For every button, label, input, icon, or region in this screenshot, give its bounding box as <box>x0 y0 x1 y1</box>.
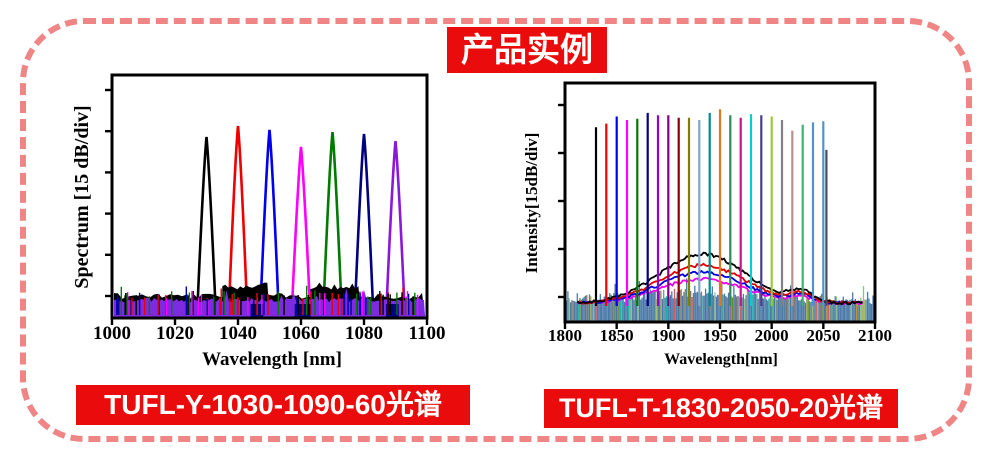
x-tick-label: 1020 <box>156 323 194 344</box>
noise-patch <box>386 304 399 317</box>
x-tick-label: 1900 <box>651 326 685 345</box>
x-tick-label: 1080 <box>345 323 383 344</box>
laser-peak <box>196 136 217 312</box>
axes-left: 1000 1020 1040 1060 1080 1100 Wavelength [nm] S… <box>71 73 446 370</box>
laser-peak <box>227 125 249 312</box>
left-plot-caption: TUFL-Y-1030-1090-60光谱 <box>76 385 470 425</box>
x-tick-label: 2050 <box>806 326 840 345</box>
y-axis-label: Intensity[15dB/div] <box>522 133 541 274</box>
x-tick-label: 2100 <box>858 326 892 345</box>
x-tick-label: 1060 <box>282 323 320 344</box>
x-tick-label: 2000 <box>755 326 789 345</box>
left-plot <box>114 125 425 317</box>
x-tick-label: 1040 <box>219 323 257 344</box>
x-tick-label: 1800 <box>548 326 582 345</box>
title-badge: 产品实例 <box>447 27 607 73</box>
x-axis-label: Wavelength[nm] <box>664 351 778 368</box>
laser-peak <box>290 146 312 312</box>
x-tick-label: 1850 <box>600 326 634 345</box>
x-axis-label: Wavelength [nm] <box>202 349 342 370</box>
x-tick-label: 1950 <box>703 326 737 345</box>
laser-peak <box>385 140 406 312</box>
laser-peak <box>353 133 375 312</box>
right-plot-caption: TUFL-T-1830-2050-20光谱 <box>544 389 898 428</box>
laser-peak <box>259 129 280 312</box>
laser-peak <box>322 131 343 312</box>
axes-right: 1800 1850 1900 1950 2000 2050 2100 Wavelength[n… <box>522 81 892 368</box>
plot-frame <box>110 73 429 320</box>
right-plot <box>565 109 874 321</box>
x-tick-label: 1100 <box>409 323 446 344</box>
y-axis-label: Spectrum [15 dB/div] <box>71 105 93 288</box>
x-tick-label: 1000 <box>93 323 131 344</box>
dashed-frame-border <box>20 18 972 442</box>
